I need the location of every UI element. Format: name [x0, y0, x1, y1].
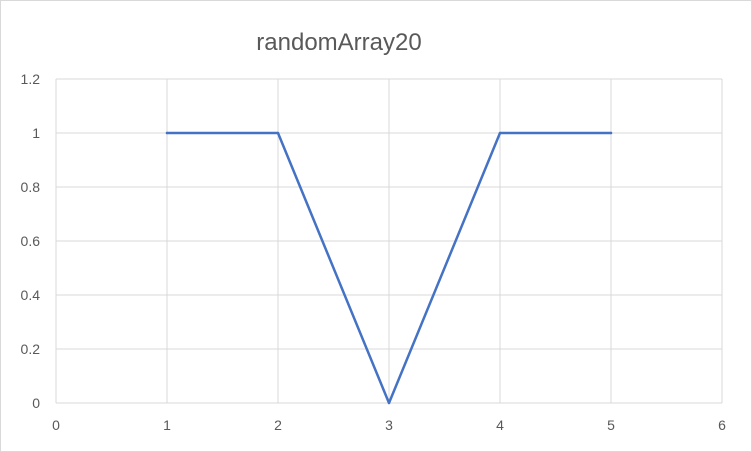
- x-tick-label: 6: [718, 417, 726, 433]
- data-point: [609, 131, 613, 135]
- data-point: [387, 401, 391, 405]
- plot-series: [165, 131, 613, 405]
- x-tick-label: 4: [496, 417, 504, 433]
- x-axis-tick-labels: 0 1 2 3 4 5 6: [52, 417, 726, 433]
- data-point: [276, 131, 280, 135]
- y-tick-label: 1: [32, 125, 40, 141]
- data-point: [165, 131, 169, 135]
- x-tick-label: 2: [274, 417, 282, 433]
- y-tick-label: 0.8: [21, 179, 41, 195]
- x-tick-label: 5: [607, 417, 615, 433]
- y-tick-label: 1.2: [21, 71, 41, 87]
- y-tick-label: 0.4: [21, 287, 41, 303]
- y-tick-label: 0: [32, 395, 40, 411]
- data-point: [498, 131, 502, 135]
- y-tick-label: 0.2: [21, 341, 41, 357]
- chart-title: randomArray20: [256, 29, 421, 56]
- x-tick-label: 1: [163, 417, 171, 433]
- y-tick-label: 0.6: [21, 233, 41, 249]
- y-axis-tick-labels: 0 0.2 0.4 0.6 0.8 1 1.2: [21, 71, 41, 411]
- x-tick-label: 3: [385, 417, 393, 433]
- x-tick-label: 0: [52, 417, 60, 433]
